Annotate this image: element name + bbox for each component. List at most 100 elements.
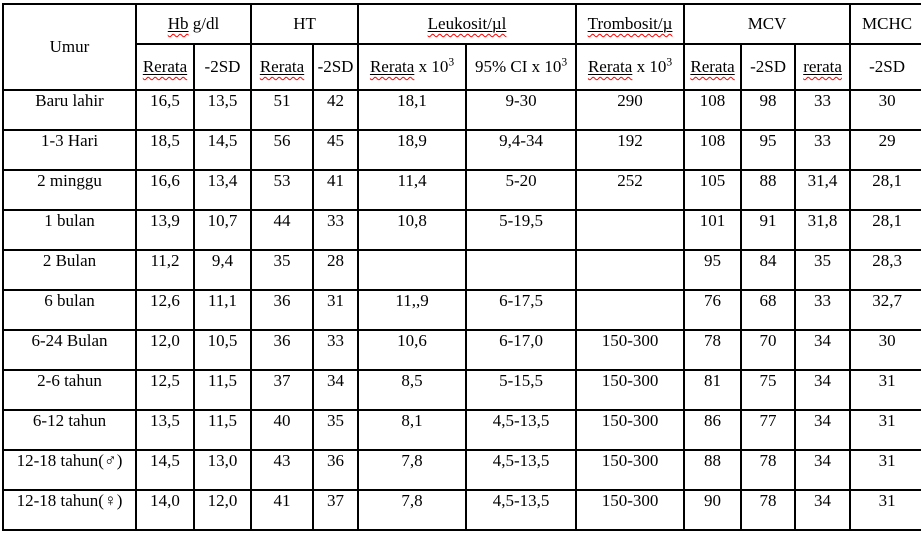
cell: 7,8: [357, 489, 468, 531]
cell: 77: [740, 409, 797, 451]
table-row: 6 bulan 12,6 11,1 36 31 11,,9 6-17,5 76 …: [2, 289, 921, 331]
subheader-leukosit-ci: 95% CI x 103: [465, 43, 578, 91]
cell: 150-300: [575, 489, 686, 531]
cell: 86: [683, 409, 743, 451]
cell: 11,5: [192, 409, 253, 451]
cell: [575, 209, 686, 251]
subheader-ht-2sd: -2SD: [312, 43, 360, 91]
cell: 12,6: [135, 289, 195, 331]
cell: 78: [740, 489, 797, 531]
cell: 12,5: [135, 369, 195, 411]
cell: 28: [312, 249, 360, 291]
table-row: 2-6 tahun 12,5 11,5 37 34 8,5 5-15,5 150…: [2, 369, 921, 411]
cell: 11,4: [357, 169, 468, 211]
cell: 36: [312, 449, 360, 491]
superscript-3: 3: [666, 55, 673, 69]
cell: 13,9: [135, 209, 195, 251]
header-ht: HT: [250, 3, 360, 45]
cell: 31,8: [794, 209, 852, 251]
cell: 12,0: [192, 489, 253, 531]
subheader-mcv-2sd: -2SD: [740, 43, 797, 91]
header-row-groups: Umur Hb g/dl HT Leukosit/µl Trombosit/µ …: [2, 3, 921, 91]
subheader-trombosit-rerata: Rerata x 103: [575, 43, 686, 91]
cell: 18,9: [357, 129, 468, 171]
cell: 33: [312, 209, 360, 251]
cell: 90: [683, 489, 743, 531]
cell: 34: [794, 409, 852, 451]
cell: 78: [740, 449, 797, 491]
superscript-3: 3: [561, 55, 568, 69]
header-mcv: MCV: [683, 3, 852, 45]
cell: 11,1: [192, 289, 253, 331]
row-label: Baru lahir: [2, 89, 137, 131]
cell: 31: [849, 369, 921, 411]
table-row: 2 minggu 16,6 13,4 53 41 11,4 5-20 252 1…: [2, 169, 921, 211]
cell: 56: [250, 129, 315, 171]
cell: 95: [740, 129, 797, 171]
header-leukosit-label: Leukosit/µl: [427, 14, 507, 33]
cell: 16,6: [135, 169, 195, 211]
cell: 14,5: [135, 449, 195, 491]
cell: 34: [794, 449, 852, 491]
cell: [465, 249, 578, 291]
cell: 34: [794, 329, 852, 371]
subheader-ht-rerata: Rerata: [250, 43, 315, 91]
cell: 37: [312, 489, 360, 531]
cell: 10,5: [192, 329, 253, 371]
row-label: 1-3 Hari: [2, 129, 137, 171]
cell: 41: [250, 489, 315, 531]
cell: 32,7: [849, 289, 921, 331]
cell: 31: [849, 409, 921, 451]
cell: 51: [250, 89, 315, 131]
cell: 108: [683, 129, 743, 171]
cell: 14,5: [192, 129, 253, 171]
cell: 150-300: [575, 409, 686, 451]
cell: 35: [312, 409, 360, 451]
cell: 91: [740, 209, 797, 251]
cell: 105: [683, 169, 743, 211]
cell: 150-300: [575, 369, 686, 411]
cell: 30: [849, 329, 921, 371]
cell: [357, 249, 468, 291]
subheader-leukosit-rerata: Rerata x 103: [357, 43, 468, 91]
cell: 12,0: [135, 329, 195, 371]
cell: 88: [683, 449, 743, 491]
cell: 9-30: [465, 89, 578, 131]
cell: 33: [312, 329, 360, 371]
cell: 88: [740, 169, 797, 211]
cell: 8,1: [357, 409, 468, 451]
cell: 11,5: [192, 369, 253, 411]
cell: 40: [250, 409, 315, 451]
header-leukosit: Leukosit/µl: [357, 3, 578, 45]
cell: 150-300: [575, 449, 686, 491]
row-label: 2-6 tahun: [2, 369, 137, 411]
cell: 98: [740, 89, 797, 131]
cell: 33: [794, 129, 852, 171]
cell: 4,5-13,5: [465, 449, 578, 491]
cell: 34: [312, 369, 360, 411]
cell: 75: [740, 369, 797, 411]
header-trombosit-label: Trombosit/µ: [587, 14, 673, 33]
cell: 18,5: [135, 129, 195, 171]
cell: 5-15,5: [465, 369, 578, 411]
cell: 5-19,5: [465, 209, 578, 251]
cell: 150-300: [575, 329, 686, 371]
row-label: 12-18 tahun(♂): [2, 449, 137, 491]
cell: 84: [740, 249, 797, 291]
cell: 43: [250, 449, 315, 491]
subheader-mcv-rerata: Rerata: [683, 43, 743, 91]
subheader-mchc-2sd: -2SD: [849, 43, 921, 91]
cell: 31: [849, 489, 921, 531]
cell: 13,0: [192, 449, 253, 491]
cell: 28,1: [849, 209, 921, 251]
cell: 28,1: [849, 169, 921, 211]
cell: 34: [794, 369, 852, 411]
cell: 28,3: [849, 249, 921, 291]
cell: 5-20: [465, 169, 578, 211]
cell: 252: [575, 169, 686, 211]
cell: 29: [849, 129, 921, 171]
cell: 31: [312, 289, 360, 331]
cell: 44: [250, 209, 315, 251]
row-label: 2 minggu: [2, 169, 137, 211]
header-row-subcolumns: Rerata -2SD Rerata -2SD Rerata x 103 95%…: [3, 43, 921, 91]
